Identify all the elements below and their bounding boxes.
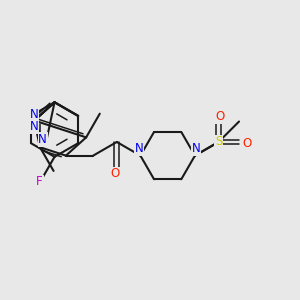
Text: O: O (111, 167, 120, 180)
Text: O: O (242, 137, 251, 150)
Text: N: N (135, 142, 143, 155)
Text: O: O (215, 110, 224, 123)
Text: N: N (30, 120, 39, 133)
Text: F: F (36, 176, 43, 188)
Text: N: N (192, 142, 201, 155)
Text: S: S (215, 136, 222, 148)
Text: N: N (30, 108, 39, 121)
Text: N: N (38, 133, 47, 146)
